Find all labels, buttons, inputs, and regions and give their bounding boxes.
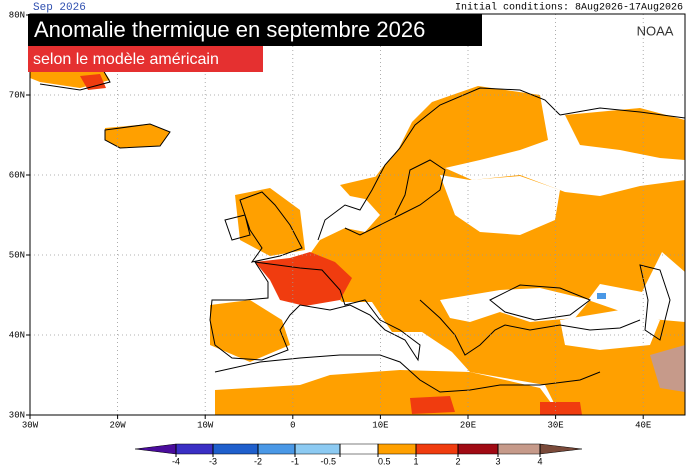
legend-swatch bbox=[377, 443, 417, 455]
legend-swatch bbox=[212, 443, 259, 455]
lon-label: 10E bbox=[372, 420, 388, 430]
source: NOAA bbox=[637, 23, 674, 38]
lon-label: 20E bbox=[460, 420, 476, 430]
warm-anomaly bbox=[340, 172, 405, 200]
legend-arrow bbox=[539, 443, 583, 455]
legend-swatch bbox=[294, 443, 341, 455]
warm-anomaly bbox=[565, 108, 685, 160]
very-hot-anomaly bbox=[650, 345, 685, 392]
warm-anomaly bbox=[105, 124, 170, 148]
lon-label: 20W bbox=[109, 420, 126, 430]
title: Anomalie thermique en septembre 2026 bbox=[34, 17, 425, 42]
white-area bbox=[560, 310, 660, 350]
lat-label: 30N bbox=[9, 410, 25, 420]
white-area bbox=[440, 288, 590, 322]
legend-swatch bbox=[457, 443, 499, 455]
legend-swatch bbox=[257, 443, 296, 455]
graticule: 30W 20W 10W 0 10E 20E 30E 40E 80N 70N 60N 50N 40N 30N bbox=[9, 10, 685, 430]
lat-label: 40N bbox=[9, 330, 25, 340]
subtitle-box bbox=[28, 46, 263, 72]
color-legend: -4 -3 -2 -1 -0.5 0.5 1 2 3 4 bbox=[134, 443, 583, 466]
legend-tick-label: 3 bbox=[495, 456, 500, 466]
lat-label: 60N bbox=[9, 170, 25, 180]
legend-swatch bbox=[415, 443, 459, 455]
coastline bbox=[317, 87, 561, 241]
lon-label: 40E bbox=[635, 420, 651, 430]
legend-tick-label: -0.5 bbox=[320, 456, 336, 466]
anomaly-field bbox=[30, 55, 685, 415]
legend-tick-label: 4 bbox=[537, 456, 542, 466]
lon-label: 30E bbox=[547, 420, 563, 430]
legend-tick-label: -4 bbox=[172, 456, 180, 466]
lat-label: 70N bbox=[9, 90, 25, 100]
cold-anomaly bbox=[597, 293, 606, 299]
subtitle: selon le modèle américain bbox=[33, 51, 219, 68]
legend-tick-label: 0.5 bbox=[378, 456, 391, 466]
period: Sep 2026 bbox=[33, 2, 86, 14]
legend-swatch bbox=[175, 443, 214, 455]
initial-conditions: Initial conditions: 8Aug2026-17Aug2026 bbox=[455, 2, 683, 14]
legend-tick-label: -2 bbox=[254, 456, 262, 466]
lat-label: 80N bbox=[9, 10, 25, 20]
coastline bbox=[224, 191, 303, 263]
lon-label: 30W bbox=[22, 420, 39, 430]
hot-anomaly bbox=[410, 396, 455, 414]
title-box bbox=[28, 14, 482, 46]
legend-tick-label: 1 bbox=[413, 456, 418, 466]
coastline bbox=[209, 261, 421, 362]
coastline bbox=[559, 107, 685, 119]
hot-anomaly bbox=[80, 74, 106, 90]
warm-anomaly bbox=[215, 370, 560, 415]
warm-anomaly bbox=[210, 300, 290, 362]
hot-anomaly bbox=[540, 402, 582, 415]
white-area bbox=[440, 175, 560, 235]
coastline bbox=[419, 264, 671, 356]
lon-label: 10W bbox=[197, 420, 214, 430]
legend-swatch bbox=[339, 443, 379, 455]
warm-anomaly bbox=[235, 188, 305, 256]
legend-tick-label: -3 bbox=[209, 456, 217, 466]
lat-label: 50N bbox=[9, 250, 25, 260]
legend-tick-label: -1 bbox=[291, 456, 299, 466]
coastline bbox=[214, 354, 601, 393]
lon-label: 0 bbox=[290, 420, 295, 430]
legend-swatch bbox=[497, 443, 541, 455]
legend-tick-label: 2 bbox=[455, 456, 460, 466]
legend-arrow bbox=[134, 443, 177, 455]
